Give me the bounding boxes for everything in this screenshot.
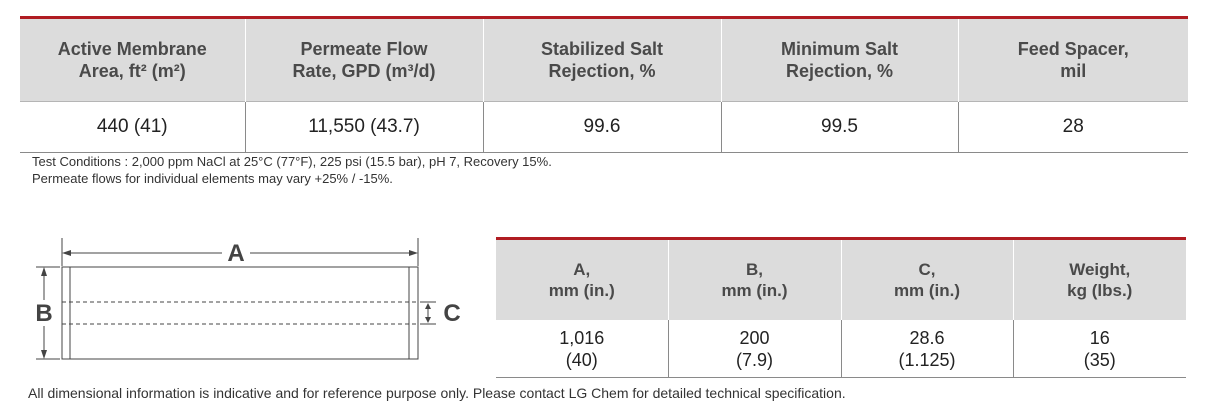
header-minimum-rejection: Minimum Salt Rejection, %: [721, 17, 959, 102]
cell-membrane-area: 440 (41): [20, 101, 246, 153]
c-arrowhead-bottom: [425, 317, 431, 323]
cell-dim-b: 200 (7.9): [668, 320, 842, 378]
header-dim-c: C, mm (in.): [841, 238, 1014, 320]
header-membrane-area: Active Membrane Area, ft² (m²): [20, 17, 246, 102]
cell-dim-c: 28.6 (1.125): [841, 320, 1014, 378]
label-a: A: [227, 240, 244, 267]
spec-data-row: 440 (41) 11,550 (43.7) 99.6 99.5 28: [20, 101, 1188, 153]
dimension-data-row: 1,016 (40) 200 (7.9) 28.6 (1.125) 16 (35): [496, 320, 1186, 378]
cell-weight: 16 (35): [1083, 327, 1116, 370]
header-dim-a: A, mm (in.): [496, 238, 669, 320]
permeate-variance-line: Permeate flows for individual elements m…: [32, 171, 393, 186]
element-dimension-diagram: A B C: [35, 238, 461, 360]
cell-dim-a: 1,016 (40): [496, 320, 669, 378]
element-outline: [61, 266, 419, 360]
label-b: B: [35, 300, 52, 327]
disclaimer-text: All dimensional information is indicativ…: [28, 385, 846, 401]
header-permeate-flow: Permeate Flow Rate, GPD (m³/d): [245, 17, 484, 102]
c-arrowhead-top: [425, 303, 431, 309]
spec-table: Active Membrane Area, ft² (m²) Permeate F…: [20, 16, 1188, 153]
b-arrowhead-top: [41, 267, 47, 276]
header-stabilized-rejection: Stabilized Salt Rejection, %: [483, 17, 722, 102]
spec-header-row: Active Membrane Area, ft² (m²) Permeate F…: [20, 17, 1188, 102]
header-weight: Weight, kg (lbs.): [1013, 238, 1186, 320]
test-conditions-notes: Test Conditions : 2,000 ppm NaCl at 25°C…: [32, 153, 552, 187]
test-conditions-line: Test Conditions : 2,000 ppm NaCl at 25°C…: [32, 154, 552, 169]
a-arrowhead-left: [62, 250, 71, 256]
b-arrowhead-bottom: [41, 350, 47, 359]
header-dim-b: B, mm (in.): [668, 238, 842, 320]
cell-minimum-rejection: 99.5: [721, 101, 959, 153]
label-c: C: [443, 300, 460, 327]
dimension-table: A, mm (in.) B, mm (in.) C, mm (in.) Weight,…: [496, 237, 1186, 378]
cell-permeate-flow: 11,550 (43.7): [245, 101, 484, 153]
header-feed-spacer: Feed Spacer, mil: [958, 17, 1188, 102]
dimension-header-row: A, mm (in.) B, mm (in.) C, mm (in.) Weight,…: [496, 238, 1186, 320]
cell-feed-spacer: 28: [958, 101, 1188, 153]
cell-stabilized-rejection: 99.6: [483, 101, 722, 153]
a-arrowhead-right: [409, 250, 418, 256]
